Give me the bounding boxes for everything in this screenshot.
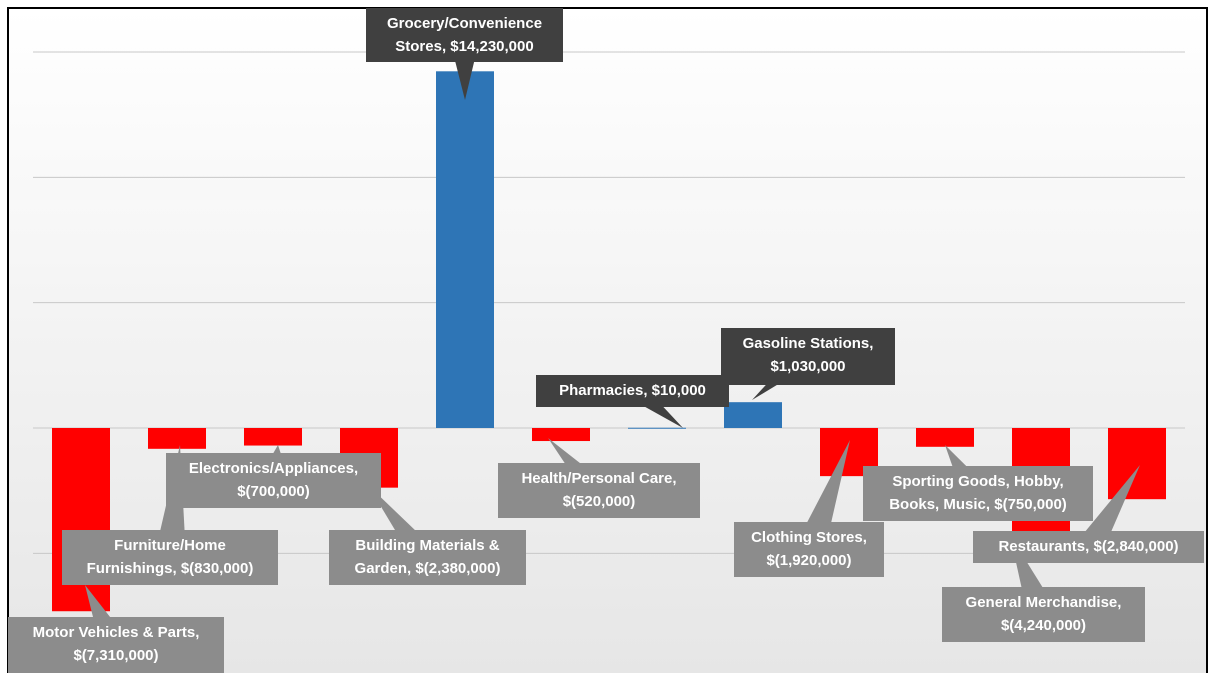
data-label: Grocery/Convenience Stores$14,230,000 [366, 8, 563, 62]
label-value: $(2,840,000) [1085, 538, 1178, 555]
label-value: $(830,000) [172, 560, 253, 577]
label-category: Clothing Stores [751, 529, 863, 546]
data-label: Restaurants$(2,840,000) [973, 531, 1204, 563]
label-value: $14,230,000 [442, 38, 534, 55]
data-label: General Merchandise$(4,240,000) [942, 587, 1145, 642]
label-category: Electronics/Appliances [188, 460, 354, 477]
bar [148, 428, 206, 449]
label-category: Furniture/Home Furnishings [86, 537, 226, 577]
label-category: Restaurants [998, 538, 1086, 555]
data-label: Sporting Goods, Hobby, Books, Music$(750… [863, 466, 1093, 521]
bar [724, 402, 782, 428]
bar [436, 71, 494, 428]
data-label: Clothing Stores$(1,920,000) [734, 522, 884, 577]
data-label: Gasoline Stations$1,030,000 [721, 328, 895, 385]
label-category: Sporting Goods, Hobby, Books, Music [889, 473, 1064, 513]
callout-pointer [1072, 465, 1140, 547]
bar [628, 427, 686, 429]
data-label: Pharmacies$10,000 [536, 375, 729, 407]
data-label: Health/Personal Care$(520,000) [498, 463, 700, 518]
label-category: General Merchandise [965, 594, 1118, 611]
label-value: $10,000 [643, 382, 706, 399]
label-value: $(2,380,000) [407, 560, 500, 577]
data-label: Building Materials & Garden$(2,380,000) [329, 530, 526, 585]
data-label: Motor Vehicles & Parts$(7,310,000) [8, 617, 224, 673]
data-label: Furniture/Home Furnishings$(830,000) [62, 530, 278, 585]
label-category: Gasoline Stations [742, 335, 870, 352]
label-value: $(750,000) [986, 496, 1067, 513]
bar [244, 428, 302, 446]
label-category: Motor Vehicles & Parts [32, 624, 196, 641]
bar [1108, 428, 1166, 500]
label-category: Pharmacies [559, 382, 644, 399]
label-category: Health/Personal Care [521, 470, 673, 487]
label-category: Grocery/Convenience Stores [386, 15, 543, 55]
label-category: Building Materials & Garden [354, 537, 500, 577]
data-label: Electronics/Appliances$(700,000) [166, 453, 381, 508]
bar [916, 428, 974, 447]
bar [532, 428, 590, 442]
